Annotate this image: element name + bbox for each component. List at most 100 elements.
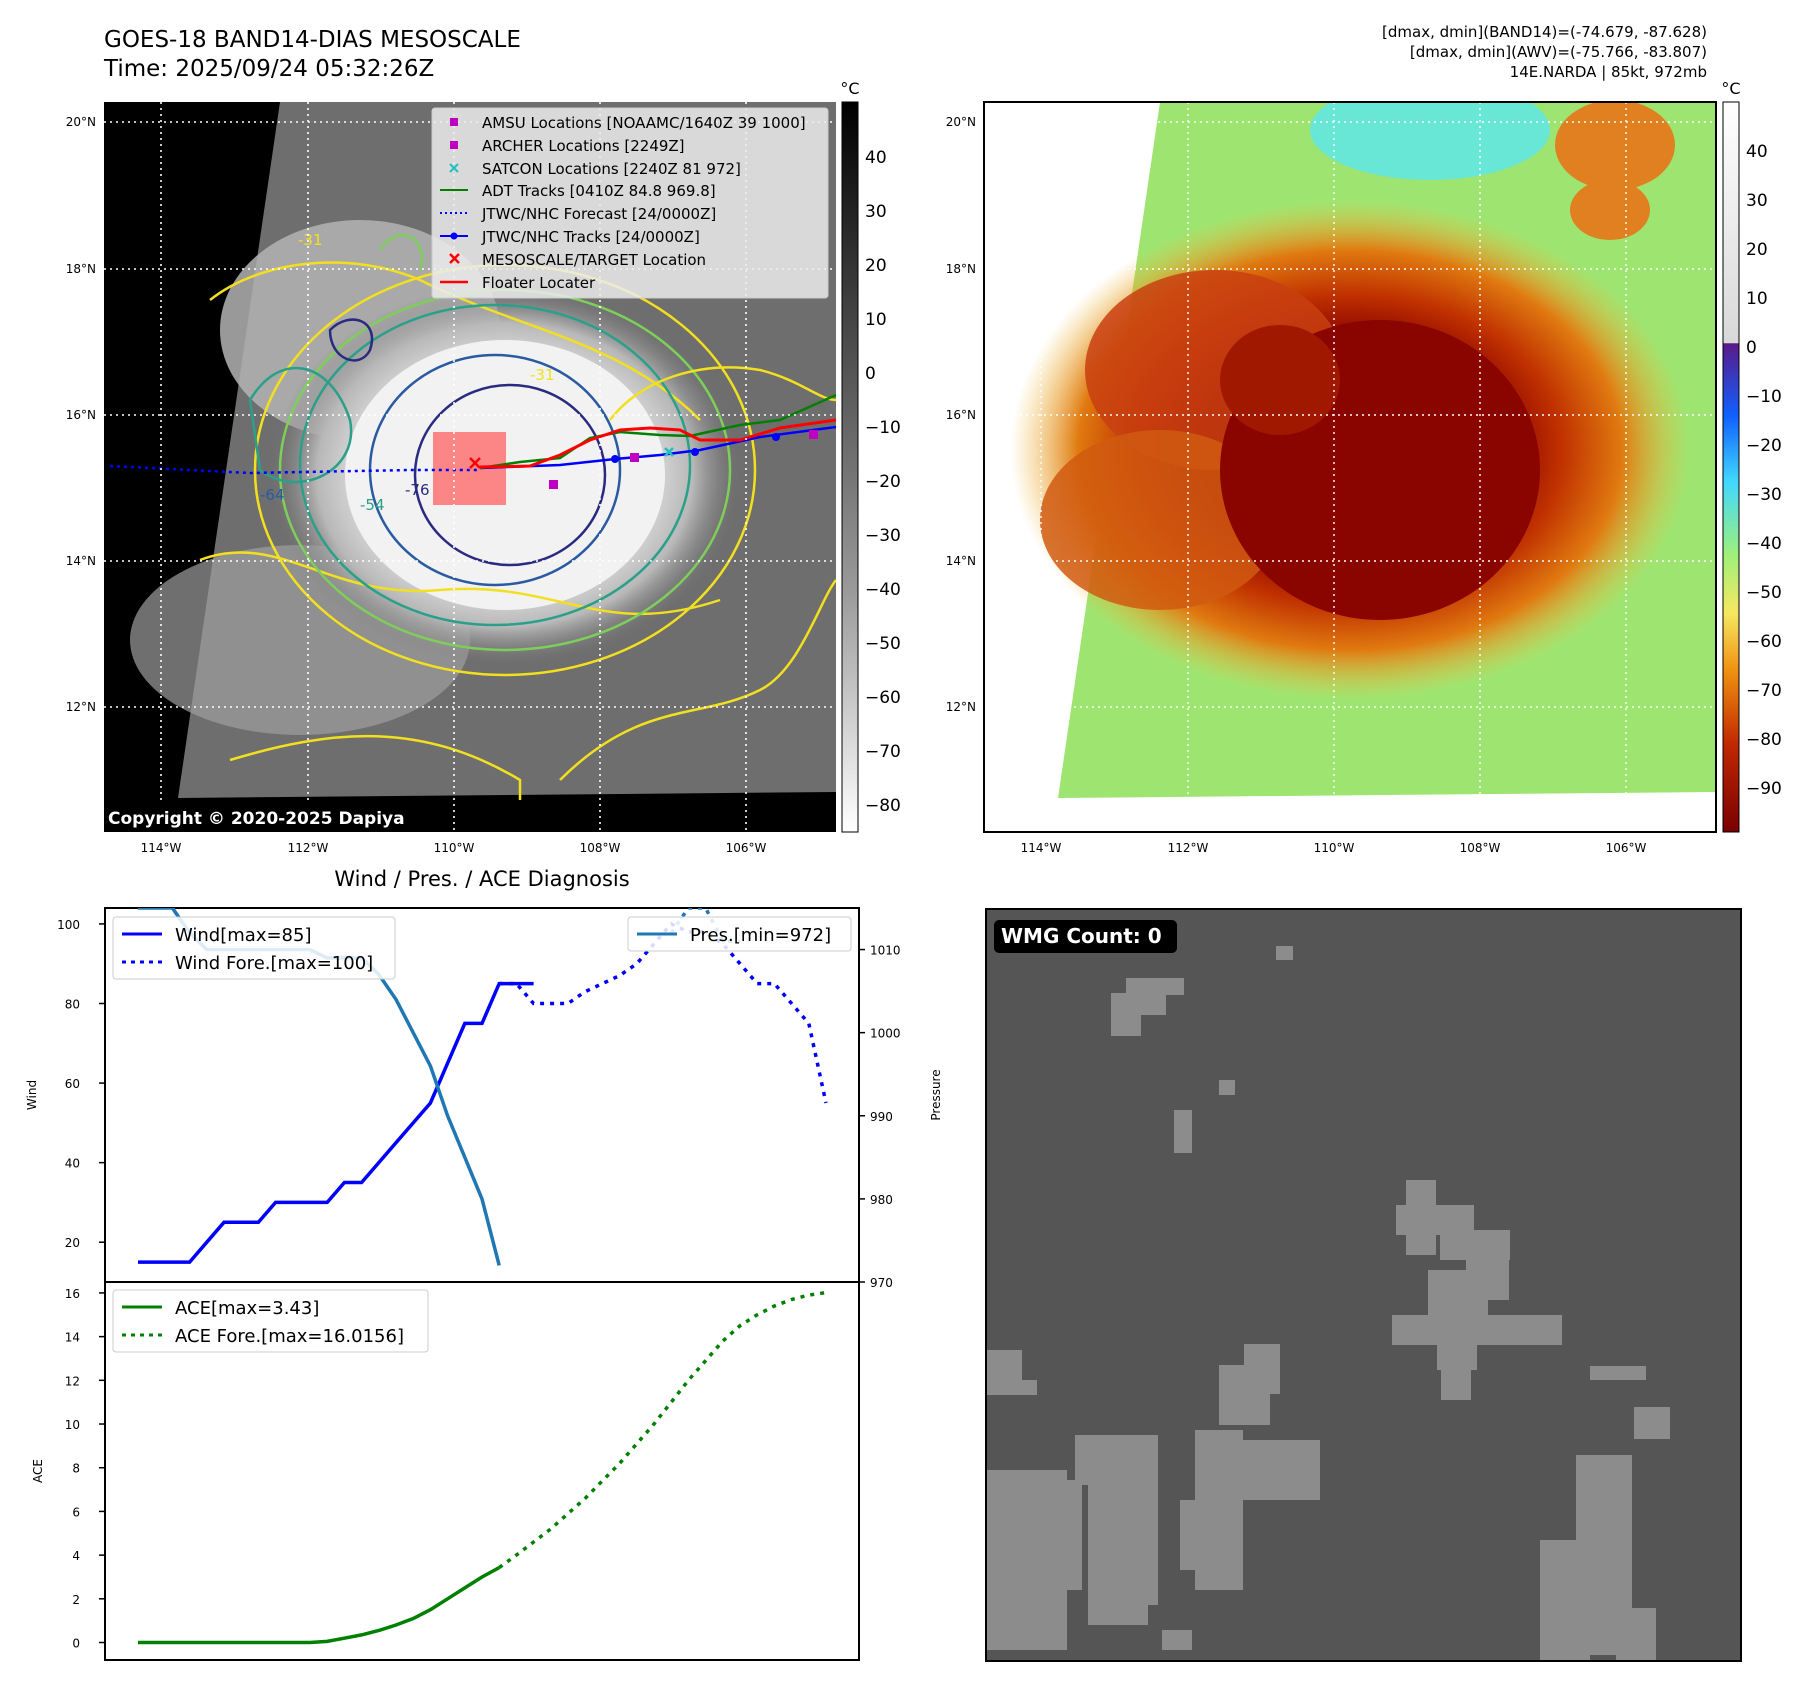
ace-chart: 0 2 4 6 8 10 12 14 16 ACE ACE[max=3.43] ACE Fore… — [31, 1281, 860, 1661]
ir-lon-labels: 114°W 112°W 110°W 108°W 106°W — [141, 841, 767, 855]
legend-satcon-icon — [449, 163, 459, 173]
ace-series-0 — [138, 1566, 501, 1645]
awv-lon-labels: 114°W 112°W 110°W 108°W 106°W — [1021, 841, 1647, 855]
awv-lon-108w: 108°W — [1460, 841, 1501, 855]
archer-marker-2 — [630, 453, 639, 462]
awv-lat-20n: 20°N — [946, 115, 976, 129]
ir-cb-tick-m10: −10 — [865, 418, 901, 438]
ir-map-legend: AMSU Locations [NOAAMC/1640Z 39 1000] AR… — [431, 107, 829, 299]
legend-target: MESOSCALE/TARGET Location — [482, 251, 706, 269]
pressure-legend: Pres.[min=972] — [627, 916, 852, 952]
awv-colorbar: °C 40 30 20 10 0 −10 −20 −30 −40 −50 −60… — [1721, 79, 1782, 833]
ace-ytick-label: 10 — [65, 1418, 80, 1432]
legend-adt: ADT Tracks [0410Z 84.8 969.8] — [482, 182, 716, 200]
ace-ytick-label: 0 — [72, 1637, 80, 1651]
mesoscale-target-marker — [469, 457, 481, 469]
legend-archer: ARCHER Locations [2249Z] — [482, 137, 685, 155]
awv-cb-tick-10: 10 — [1746, 289, 1768, 309]
awv-cb-tick-30: 30 — [1746, 191, 1768, 211]
ir-lon-106w: 106°W — [726, 841, 767, 855]
legend-wind-fore: Wind Fore.[max=100] — [175, 953, 373, 974]
ir-best-track — [479, 425, 836, 470]
contour-label-m64: -64 — [260, 486, 285, 504]
ace-ylabel: ACE — [31, 1459, 45, 1483]
awv-lat-16n: 16°N — [946, 408, 976, 422]
pressure-ytick-label: 990 — [870, 1110, 893, 1124]
wind-legend: Wind[max=85] Wind Fore.[max=100] — [112, 916, 396, 980]
ace-ytick-label: 16 — [65, 1287, 80, 1301]
ir-contour-m76 — [413, 383, 607, 567]
ir-cb-tick-m20: −20 — [865, 472, 901, 492]
header-info-2: [dmax, dmin](AWV)=(-75.766, -83.807) — [1409, 43, 1707, 61]
ir-lon-114w: 114°W — [141, 841, 182, 855]
ir-cb-tick-m70: −70 — [865, 742, 901, 762]
wmg-count-label: WMG Count: 0 — [1001, 924, 1162, 948]
legend-wind: Wind[max=85] — [175, 925, 312, 946]
ir-lon-110w: 110°W — [434, 841, 475, 855]
ace-series-group — [138, 1290, 827, 1645]
ir-floater-track — [479, 418, 836, 469]
header-title-1: GOES-18 BAND14-DIAS MESOSCALE — [104, 27, 521, 53]
wind-ytick-label: 80 — [65, 997, 80, 1011]
awv-lat-18n: 18°N — [946, 262, 976, 276]
legend-track: JTWC/NHC Tracks [24/0000Z] — [481, 228, 700, 246]
header-info-1: [dmax, dmin](BAND14)=(-74.679, -87.628) — [1382, 23, 1707, 41]
legend-satcon: SATCON Locations [2240Z 81 972] — [482, 160, 741, 178]
pressure-ytick-label: 980 — [870, 1193, 893, 1207]
awv-cb-tick-m30: −30 — [1746, 485, 1782, 505]
awv-cb-tick-m10: −10 — [1746, 387, 1782, 407]
awv-lon-106w: 106°W — [1606, 841, 1647, 855]
awv-lon-110w: 110°W — [1314, 841, 1355, 855]
ace-ytick-label: 14 — [65, 1331, 80, 1345]
awv-lat-labels: 20°N 18°N 16°N 14°N 12°N — [946, 115, 976, 714]
wmg-panel: WMG Count: 0 — [985, 908, 1742, 1662]
contour-label-m54: -54 — [360, 496, 385, 514]
pressure-ytick-label: 1000 — [870, 1027, 901, 1041]
ir-cb-tick-m40: −40 — [865, 580, 901, 600]
awv-cb-tick-m90: −90 — [1746, 779, 1782, 799]
ace-ytick-label: 2 — [72, 1593, 80, 1607]
wind-series-1 — [499, 921, 828, 1104]
ir-colorbar: °C 40 30 20 10 0 −10 −20 −30 −40 −50 −60… — [840, 79, 901, 833]
ace-ytick-label: 6 — [72, 1505, 80, 1519]
header-title-2: Time: 2025/09/24 05:32:26Z — [104, 56, 435, 82]
ace-ytick-label: 12 — [65, 1374, 80, 1388]
ir-cb-tick-0: 0 — [865, 364, 876, 384]
ir-lon-112w: 112°W — [288, 841, 329, 855]
awv-cb-tick-m60: −60 — [1746, 632, 1782, 652]
ir-lat-labels: 20°N 18°N 16°N 14°N 12°N — [66, 115, 96, 714]
wind-left-ticks: 20 40 60 80 100 — [57, 918, 105, 1250]
ir-cb-tick-20: 20 — [865, 256, 887, 276]
awv-colorbar-unit: °C — [1721, 79, 1740, 98]
archer-marker — [549, 480, 558, 489]
legend-amsu: AMSU Locations [NOAAMC/1640Z 39 1000] — [482, 114, 806, 132]
ir-colorbar-unit: °C — [840, 79, 859, 98]
satcon-marker — [664, 447, 674, 457]
wmg-count-box — [994, 920, 1177, 953]
ace-ticks: 0 2 4 6 8 10 12 14 16 — [65, 1287, 105, 1651]
legend-ace-fore: ACE Fore.[max=16.0156] — [175, 1326, 404, 1347]
ir-lat-16n: 16°N — [66, 408, 96, 422]
copyright-box — [104, 804, 414, 832]
ir-lat-18n: 18°N — [66, 262, 96, 276]
ir-cb-tick-m50: −50 — [865, 634, 901, 654]
awv-cb-tick-m80: −80 — [1746, 730, 1782, 750]
awv-cb-tick-m50: −50 — [1746, 583, 1782, 603]
copyright-text: Copyright © 2020-2025 Dapiya — [108, 809, 405, 829]
ir-cb-tick-m30: −30 — [865, 526, 901, 546]
pressure-ytick-label: 1010 — [870, 944, 901, 958]
awv-lat-12n: 12°N — [946, 700, 976, 714]
ace-ytick-label: 4 — [72, 1549, 80, 1563]
ir-cb-tick-40: 40 — [865, 148, 887, 168]
wind-pressure-chart: 20 40 60 80 100 970 980 990 1000 1010 Wind Press… — [25, 907, 943, 1290]
awv-cb-tick-m20: −20 — [1746, 436, 1782, 456]
wind-ytick-label: 100 — [57, 918, 80, 932]
wind-ytick-label: 20 — [65, 1236, 80, 1250]
ir-colorbar-ticks: 40 30 20 10 0 −10 −20 −30 −40 −50 −60 −7… — [865, 148, 901, 816]
ir-adt-track — [479, 393, 836, 470]
awv-cb-tick-m40: −40 — [1746, 534, 1782, 554]
legend-ace: ACE[max=3.43] — [175, 1298, 319, 1319]
legend-archer-icon — [450, 141, 458, 149]
legend-target-icon — [449, 253, 460, 264]
wind-series-0 — [138, 981, 534, 1264]
